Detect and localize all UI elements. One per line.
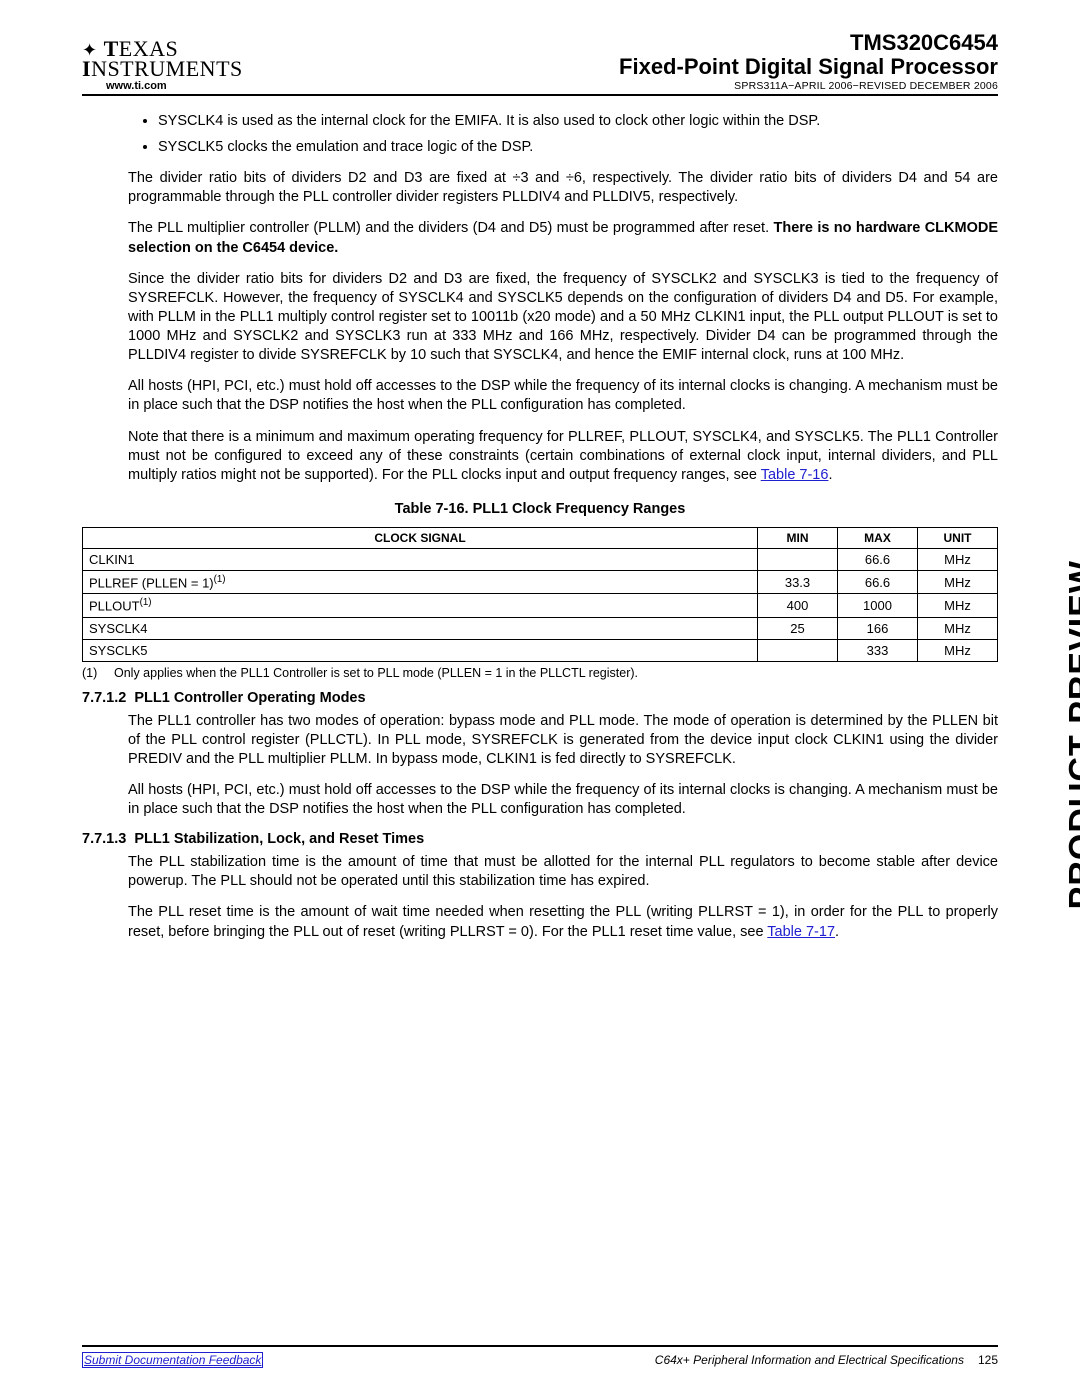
table-header: UNIT <box>918 527 998 548</box>
table-cell-max: 333 <box>838 639 918 661</box>
table-header: CLOCK SIGNAL <box>83 527 758 548</box>
feedback-link[interactable]: Submit Documentation Feedback <box>82 1352 263 1368</box>
table-cell-signal: SYSCLK4 <box>83 617 758 639</box>
table-cell-unit: MHz <box>918 617 998 639</box>
table-link[interactable]: Table 7-17 <box>767 924 835 940</box>
paragraph: Note that there is a minimum and maximum… <box>128 428 998 485</box>
page-footer: Submit Documentation Feedback C64x+ Peri… <box>82 1345 998 1367</box>
table-cell-max: 166 <box>838 617 918 639</box>
paragraph: The PLL reset time is the amount of wait… <box>128 903 998 941</box>
table-row: PLLREF (PLLEN = 1)(1)33.366.6MHz <box>83 570 998 593</box>
table-cell-max: 66.6 <box>838 570 918 593</box>
table-row: SYSCLK425166MHz <box>83 617 998 639</box>
table-cell-signal: CLKIN1 <box>83 548 758 570</box>
table-header: MAX <box>838 527 918 548</box>
table-cell-unit: MHz <box>918 639 998 661</box>
doc-part-number: TMS320C6454 <box>619 30 998 56</box>
header-right: TMS320C6454 Fixed-Point Digital Signal P… <box>619 30 998 92</box>
table-cell-unit: MHz <box>918 594 998 617</box>
bullet-item: SYSCLK4 is used as the internal clock fo… <box>158 112 998 132</box>
page-container: ✦ TEXAS INSTRUMENTS www.ti.com TMS320C64… <box>82 30 998 1367</box>
table-footnote: (1)Only applies when the PLL1 Controller… <box>82 666 998 680</box>
table-cell-signal: SYSCLK5 <box>83 639 758 661</box>
paragraph: Since the divider ratio bits for divider… <box>128 270 998 366</box>
table-cell-min: 33.3 <box>758 570 838 593</box>
table-cell-min: 400 <box>758 594 838 617</box>
doc-title: Fixed-Point Digital Signal Processor <box>619 54 998 80</box>
table-cell-max: 66.6 <box>838 548 918 570</box>
table-cell-min <box>758 548 838 570</box>
paragraph: All hosts (HPI, PCI, etc.) must hold off… <box>128 781 998 819</box>
footer-left: Submit Documentation Feedback <box>82 1353 263 1367</box>
logo-line2: INSTRUMENTS <box>82 56 243 82</box>
table-cell-unit: MHz <box>918 570 998 593</box>
table-cell-signal: PLLREF (PLLEN = 1)(1) <box>83 570 758 593</box>
table-row: PLLOUT(1)4001000MHz <box>83 594 998 617</box>
page-header: ✦ TEXAS INSTRUMENTS www.ti.com TMS320C64… <box>82 30 998 96</box>
table-row: SYSCLK5 333MHz <box>83 639 998 661</box>
table-cell-unit: MHz <box>918 548 998 570</box>
page-number: 125 <box>978 1353 998 1367</box>
content: SYSCLK4 is used as the internal clock fo… <box>82 112 998 942</box>
doc-meta: SPRS311A−APRIL 2006−REVISED DECEMBER 200… <box>619 80 998 92</box>
table-cell-max: 1000 <box>838 594 918 617</box>
paragraph: The divider ratio bits of dividers D2 an… <box>128 169 998 207</box>
paragraph: The PLL multiplier controller (PLLM) and… <box>128 219 998 257</box>
logo-block: ✦ TEXAS INSTRUMENTS www.ti.com <box>82 30 243 92</box>
table-header-row: CLOCK SIGNAL MIN MAX UNIT <box>83 527 998 548</box>
table-caption: Table 7-16. PLL1 Clock Frequency Ranges <box>82 501 998 517</box>
side-watermark: PRODUCT PREVIEW <box>1062 560 1080 909</box>
bullet-item: SYSCLK5 clocks the emulation and trace l… <box>158 138 998 158</box>
section-heading: 7.7.1.2PLL1 Controller Operating Modes <box>82 690 998 706</box>
table-row: CLKIN1 66.6MHz <box>83 548 998 570</box>
table-cell-min <box>758 639 838 661</box>
section-heading: 7.7.1.3PLL1 Stabilization, Lock, and Res… <box>82 831 998 847</box>
footer-right: C64x+ Peripheral Information and Electri… <box>655 1353 998 1367</box>
paragraph: All hosts (HPI, PCI, etc.) must hold off… <box>128 377 998 415</box>
clock-frequency-table: CLOCK SIGNAL MIN MAX UNIT CLKIN166.6MHzP… <box>82 527 998 662</box>
bullet-list: SYSCLK4 is used as the internal clock fo… <box>128 112 998 157</box>
table-footnotes: (1)Only applies when the PLL1 Controller… <box>82 666 998 680</box>
table-header: MIN <box>758 527 838 548</box>
paragraph: The PLL stabilization time is the amount… <box>128 853 998 891</box>
paragraph: The PLL1 controller has two modes of ope… <box>128 712 998 769</box>
table-cell-min: 25 <box>758 617 838 639</box>
table-link[interactable]: Table 7-16 <box>761 467 829 483</box>
table-cell-signal: PLLOUT(1) <box>83 594 758 617</box>
